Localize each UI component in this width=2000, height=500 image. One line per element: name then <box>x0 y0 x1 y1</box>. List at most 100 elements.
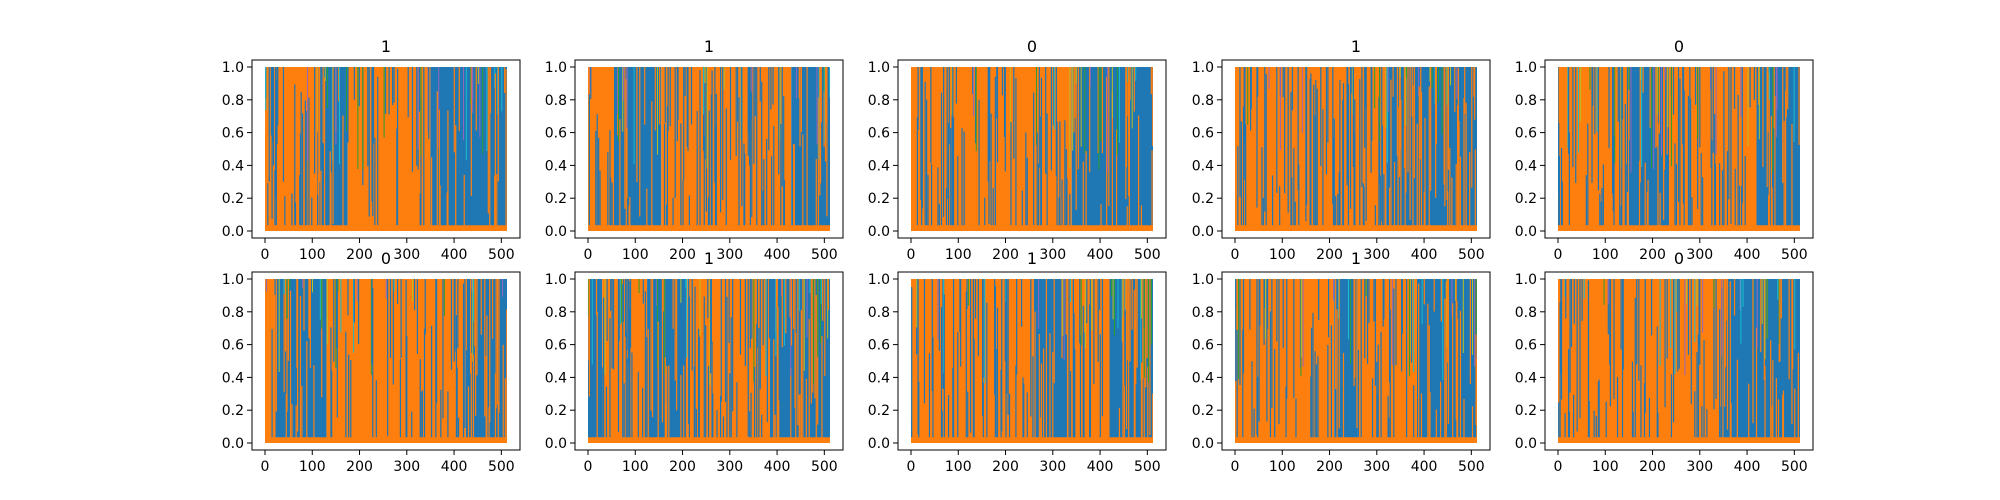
x-tick-label: 0 <box>907 247 916 263</box>
y-tick-label: 0.0 <box>545 436 567 452</box>
y-tick-label: 1.0 <box>868 60 890 76</box>
y-tick-label: 0.6 <box>868 126 890 142</box>
baseline-band <box>588 437 830 443</box>
y-tick-label: 0.2 <box>222 403 244 419</box>
axes-frame <box>1221 59 1491 239</box>
subplot: 1 0 100 200 300 400 500 0.0 0.2 0.4 0.6 0.8 1.0 <box>545 37 844 263</box>
x-tick-label: 200 <box>1639 459 1666 475</box>
subplot: 1 0 100 200 300 400 500 0.0 0.2 0.4 0.6 0.8 1.0 <box>868 249 1167 475</box>
x-tick-label: 300 <box>393 247 420 263</box>
x-tick-label: 300 <box>1363 247 1390 263</box>
axes-frame <box>251 59 521 239</box>
y-tick-label: 0.8 <box>868 93 890 109</box>
y-tick-label: 0.4 <box>222 370 244 386</box>
y-tick-label: 0.8 <box>1192 305 1214 321</box>
x-tick-label: 200 <box>1316 459 1343 475</box>
subplot-title: 0 <box>1674 37 1684 56</box>
x-tick-label: 400 <box>1087 247 1114 263</box>
plot-area <box>1222 272 1490 450</box>
y-tick-label: 0.2 <box>1192 403 1214 419</box>
x-tick-label: 400 <box>1411 459 1438 475</box>
y-tick-label: 0.4 <box>222 158 244 174</box>
x-tick-label: 200 <box>669 459 696 475</box>
x-tick-label: 300 <box>1039 247 1066 263</box>
baseline-band <box>1235 225 1477 231</box>
y-tick-label: 0.4 <box>1515 158 1537 174</box>
x-tick-label: 0 <box>1231 459 1240 475</box>
y-tick-label: 0.4 <box>545 158 567 174</box>
y-tick-label: 1.0 <box>1192 60 1214 76</box>
subplot: 0 0 100 200 300 400 500 0.0 0.2 0.4 0.6 0.8 1.0 <box>1515 249 1814 475</box>
y-tick-label: 0.6 <box>1192 126 1214 142</box>
y-tick-label: 0.6 <box>1515 126 1537 142</box>
subplot-title: 0 <box>381 249 391 268</box>
y-tick-label: 0.2 <box>868 403 890 419</box>
y-tick-label: 0.2 <box>545 403 567 419</box>
subplot: 0 0 100 200 300 400 500 0.0 0.2 0.4 0.6 0.8 1.0 <box>868 37 1167 263</box>
axes-frame <box>574 271 844 451</box>
y-tick-label: 0.0 <box>1515 224 1537 240</box>
axes-frame <box>1221 271 1491 451</box>
x-tick-label: 400 <box>1734 459 1761 475</box>
dominant-segment <box>1334 279 1358 443</box>
x-tick-label: 400 <box>1411 247 1438 263</box>
y-tick-label: 0.8 <box>222 93 244 109</box>
subplot-title: 1 <box>1351 249 1361 268</box>
y-tick-label: 1.0 <box>545 272 567 288</box>
dominant-segment <box>1628 67 1670 231</box>
y-tick-label: 1.0 <box>222 272 244 288</box>
dominant-segment <box>1109 279 1153 443</box>
y-tick-label: 0.6 <box>1192 338 1214 354</box>
x-tick-label: 200 <box>1316 247 1343 263</box>
subplot: 0 0 100 200 300 400 500 0.0 0.2 0.4 0.6 0.8 1.0 <box>1515 37 1814 263</box>
x-tick-label: 500 <box>811 247 838 263</box>
y-tick-label: 0.0 <box>545 224 567 240</box>
subplot: 1 0 100 200 300 400 500 0.0 0.2 0.4 0.6 0.8 1.0 <box>1192 37 1491 263</box>
baseline-band <box>265 437 507 443</box>
x-tick-label: 300 <box>1686 247 1713 263</box>
y-tick-label: 0.0 <box>868 436 890 452</box>
baseline-band <box>1235 437 1477 443</box>
y-tick-label: 0.4 <box>1192 370 1214 386</box>
subplot-title: 0 <box>1027 37 1037 56</box>
y-tick-label: 0.2 <box>1192 191 1214 207</box>
axes-frame <box>1544 271 1814 451</box>
x-tick-label: 500 <box>1134 459 1161 475</box>
subplot-title: 1 <box>704 37 714 56</box>
x-tick-label: 0 <box>261 247 270 263</box>
x-tick-label: 200 <box>346 247 373 263</box>
plot-area <box>252 272 520 450</box>
axes-frame <box>574 59 844 239</box>
dominant-segment <box>1756 67 1800 231</box>
y-tick-label: 0.6 <box>545 338 567 354</box>
subplot-title: 1 <box>1027 249 1037 268</box>
y-tick-label: 0.8 <box>1515 93 1537 109</box>
subplot: 0 0 100 200 300 400 500 0.0 0.2 0.4 0.6 0.8 1.0 <box>222 249 521 475</box>
axes-frame <box>251 271 521 451</box>
x-tick-label: 0 <box>584 459 593 475</box>
x-tick-label: 0 <box>1231 247 1240 263</box>
x-tick-label: 500 <box>1458 247 1485 263</box>
y-tick-label: 1.0 <box>868 272 890 288</box>
y-tick-label: 0.6 <box>222 126 244 142</box>
y-tick-label: 0.2 <box>545 191 567 207</box>
dominant-segment <box>588 279 603 443</box>
x-tick-label: 300 <box>1686 459 1713 475</box>
x-tick-label: 100 <box>299 459 326 475</box>
y-tick-label: 0.6 <box>868 338 890 354</box>
y-tick-label: 0.0 <box>222 224 244 240</box>
y-tick-label: 0.8 <box>868 305 890 321</box>
x-tick-label: 0 <box>1554 247 1563 263</box>
y-tick-label: 0.2 <box>222 191 244 207</box>
x-tick-label: 400 <box>1734 247 1761 263</box>
x-tick-label: 500 <box>488 459 515 475</box>
y-tick-label: 0.4 <box>868 158 890 174</box>
x-tick-label: 100 <box>622 459 649 475</box>
x-tick-label: 500 <box>488 247 515 263</box>
x-tick-label: 100 <box>945 459 972 475</box>
x-tick-label: 500 <box>1458 459 1485 475</box>
x-tick-label: 100 <box>1592 247 1619 263</box>
plot-area <box>1545 272 1813 450</box>
x-tick-label: 0 <box>1554 459 1563 475</box>
